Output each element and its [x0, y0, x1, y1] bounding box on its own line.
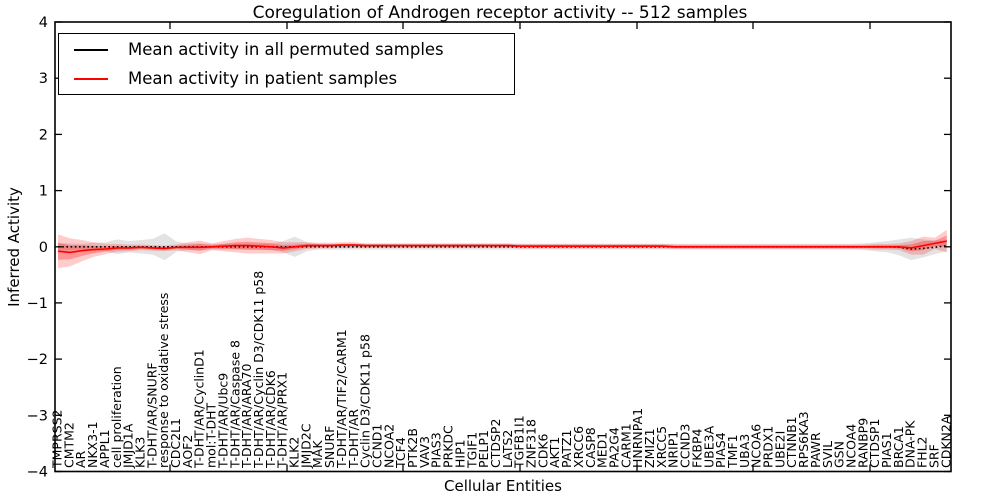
x-tick-label: NCOA6	[749, 424, 764, 468]
x-tick-label: PATZ1	[559, 430, 574, 468]
x-tick-label: NKX3-1	[85, 421, 100, 468]
y-tick-label: −2	[27, 352, 48, 368]
x-tick-label: UBE3A	[701, 425, 716, 468]
legend-line-sample-red	[74, 77, 108, 80]
x-tick-label: CTDSP1	[867, 419, 882, 468]
legend-label-patient: Mean activity in patient samples	[128, 69, 398, 88]
y-tick-label: 1	[39, 184, 48, 200]
x-tick-label: PRKDC	[441, 425, 456, 468]
y-tick-label: −1	[27, 296, 48, 312]
chart-title: Coregulation of Androgen receptor activi…	[252, 3, 748, 23]
x-tick-label: KLK2	[287, 437, 302, 468]
x-tick-label: PA2G4	[607, 427, 622, 468]
patient-mean-line	[57, 240, 947, 254]
x-tick-label: NCOA4	[844, 424, 859, 468]
x-tick-label: PELP1	[476, 430, 491, 468]
x-tick-label: NRIP1	[666, 431, 681, 468]
x-tick-label: XRCC5	[654, 426, 669, 468]
y-tick-label: −3	[27, 408, 48, 424]
x-tick-label: CMTM2	[61, 422, 76, 468]
patient-band-outer	[58, 229, 947, 269]
x-tick-label: PAWR	[808, 432, 823, 468]
x-tick-label: T-DHT/AR/SNURF	[144, 362, 159, 469]
x-tick-label: T-DHT/AR/TIF2/CARM1	[334, 329, 349, 469]
x-tick-label: TMF1	[725, 434, 740, 469]
x-tick-label: HNRNPA1	[630, 408, 645, 468]
x-tick-label: CASP8	[583, 427, 598, 468]
x-tick-label: CTNNB1	[784, 416, 799, 468]
x-tick-label: T-DHT/AR/CDK6	[263, 370, 278, 469]
x-tick-label: response to oxidative stress	[156, 293, 171, 468]
legend-item-permuted: Mean activity in all permuted samples	[59, 37, 514, 62]
x-tick-label: AKT1	[547, 437, 562, 468]
x-tick-label: RPS6KA3	[796, 411, 811, 468]
x-tick-label: TCF4	[393, 437, 408, 469]
x-tick-label: T-DHT/AR/CyclinD1	[192, 349, 207, 469]
legend-item-patient: Mean activity in patient samples	[59, 66, 514, 91]
x-tick-label: TGFB1I1	[512, 415, 527, 469]
x-tick-label: ZMIZ1	[642, 428, 657, 468]
x-tick-label: CARM1	[618, 423, 633, 468]
x-tick-label: SRF	[926, 444, 941, 468]
x-tick-label: KLK3	[133, 437, 148, 468]
x-tick-label: CDC2L1	[168, 418, 183, 468]
y-tick-label: 4	[39, 15, 48, 31]
y-axis-label: Inferred Activity	[5, 187, 23, 307]
x-tick-label: T-DHT/AR/Ubc9	[215, 373, 230, 469]
x-tick-label: CDK6	[535, 433, 550, 468]
x-tick-label: MED1	[595, 432, 610, 468]
x-tick-label: PRDX1	[761, 426, 776, 468]
x-tick-label: CTDSP2	[488, 419, 503, 468]
x-tick-label: VAV3	[417, 436, 432, 468]
x-tick-label: CCND3	[678, 424, 693, 468]
x-tick-label: LATS2	[500, 430, 515, 468]
legend-label-permuted: Mean activity in all permuted samples	[128, 40, 444, 59]
x-tick-label: TMPRSS2	[50, 410, 65, 469]
x-axis-label: Cellular Entities	[444, 477, 562, 495]
x-tick-label: T-DHT/AR	[346, 409, 361, 469]
x-tick-label: PIAS3	[429, 432, 444, 468]
x-tick-label: Cyclin D3/CDK11 p58	[358, 334, 373, 468]
x-tick-label: UBE2I	[772, 431, 787, 468]
x-tick-label: TGIF1	[464, 432, 479, 469]
x-tick-label: BRCA1	[891, 426, 906, 468]
legend-line-sample-black	[74, 48, 108, 51]
x-tick-label: T-DHT/AR/PRX1	[275, 372, 290, 469]
x-tick-label: UBA3	[737, 434, 752, 468]
x-tick-label: MAK	[310, 440, 325, 468]
x-tick-label: SVIL	[820, 441, 835, 468]
x-tick-label: mol:T-DHT	[204, 402, 219, 468]
x-tick-label: JMJD2C	[298, 423, 313, 469]
x-tick-label: AR	[73, 450, 88, 468]
y-tick-label: 0	[39, 240, 48, 256]
y-tick-label: 3	[39, 71, 48, 87]
y-tick-label: 2	[39, 127, 48, 143]
legend: Mean activity in all permuted samples Me…	[58, 33, 515, 95]
x-tick-label: CDKN2A	[938, 415, 953, 468]
x-tick-label: PTK2B	[405, 428, 420, 468]
x-tick-label: GSN	[832, 441, 847, 468]
permuted-band	[58, 233, 947, 261]
x-tick-label: CCND1	[370, 424, 385, 468]
x-tick-label: AOF2	[180, 435, 195, 468]
x-tick-label: NCOA2	[381, 424, 396, 468]
x-tick-label: FKBP4	[689, 428, 704, 468]
x-tick-label: T-DHT/AR/Cyclin D3/CDK11 p58	[251, 271, 266, 469]
x-tick-label: APPL1	[97, 429, 112, 468]
x-tick-label: cell proliferation	[109, 366, 124, 468]
x-tick-label: T-DHT/AR/Caspase 8	[227, 340, 242, 469]
x-tick-label: SNURF	[322, 426, 337, 468]
x-tick-label: ZNF318	[524, 419, 539, 468]
x-tick-label: PIAS4	[713, 432, 728, 468]
x-tick-label: HIP1	[452, 439, 467, 468]
x-tick-label: PIAS1	[879, 432, 894, 468]
x-tick-label: RANBP9	[855, 418, 870, 468]
x-tick-label: JMJD1A	[121, 423, 136, 469]
x-tick-label: DNA-PK	[903, 420, 918, 468]
y-tick-label: −4	[27, 465, 48, 481]
x-tick-label: T-DHT/AR/ARA70	[239, 363, 254, 469]
x-tick-label: FHL2	[915, 436, 930, 468]
x-tick-label: XRCC6	[571, 426, 586, 468]
